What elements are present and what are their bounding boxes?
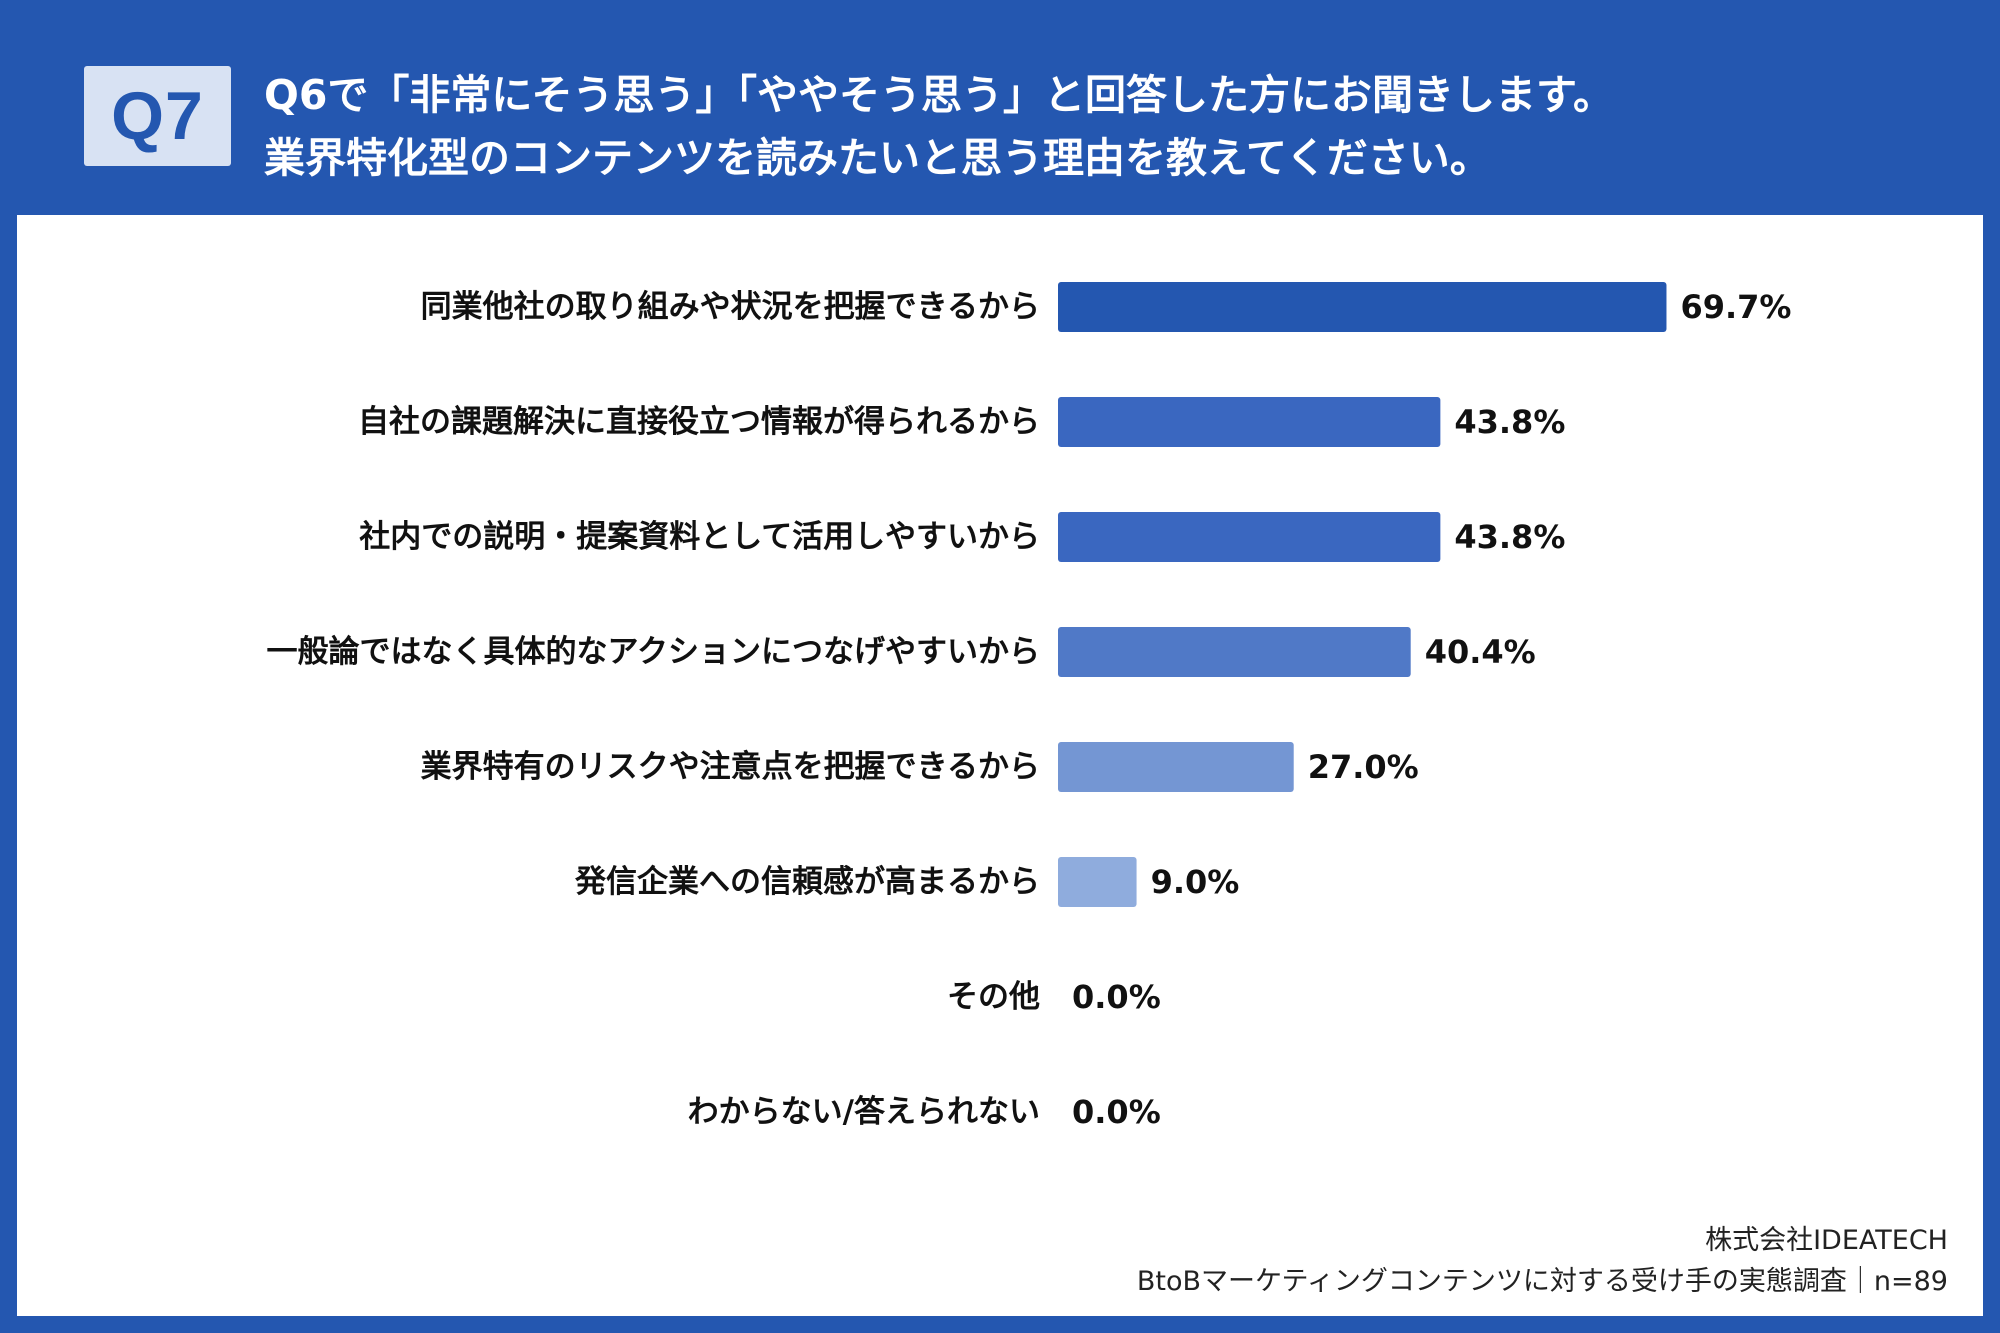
bar bbox=[1058, 512, 1441, 562]
survey-caption: BtoBマーケティングコンテンツに対する受け手の実態調査｜n=89 bbox=[1136, 1266, 1948, 1297]
chart-panel: 同業他社の取り組みや状況を把握できるから 69.7% 自社の課題解決に直接役立つ情報… bbox=[17, 215, 1983, 1316]
bar bbox=[1058, 282, 1667, 332]
question-number: Q7 bbox=[111, 78, 204, 154]
category-label: その他 bbox=[947, 979, 1040, 1015]
question-text: Q6で「非常にそう思う」「ややそう思う」と回答した方にお聞きします。 業界特化型… bbox=[264, 64, 1964, 190]
category-label: わからない/答えられない bbox=[688, 1094, 1040, 1130]
question-badge: Q7 bbox=[84, 66, 231, 166]
category-label: 同業他社の取り組みや状況を把握できるから bbox=[421, 289, 1040, 325]
value-label: 9.0% bbox=[1151, 863, 1240, 901]
value-label: 0.0% bbox=[1072, 978, 1161, 1016]
category-label: 発信企業への信頼感が高まるから bbox=[574, 864, 1040, 900]
category-label: 一般論ではなく具体的なアクションにつなげやすいから bbox=[267, 634, 1040, 670]
company-name: 株式会社IDEATECH bbox=[1705, 1225, 1948, 1256]
value-label: 43.8% bbox=[1454, 518, 1565, 556]
bar bbox=[1058, 397, 1441, 447]
question-line-1: Q6で「非常にそう思う」「ややそう思う」と回答した方にお聞きします。 bbox=[264, 71, 1614, 119]
value-label: 27.0% bbox=[1308, 748, 1419, 786]
value-label: 69.7% bbox=[1680, 288, 1791, 326]
header: Q7 Q6で「非常にそう思う」「ややそう思う」と回答した方にお聞きします。 業界… bbox=[0, 0, 2000, 215]
question-line-2: 業界特化型のコンテンツを読みたいと思う理由を教えてください。 bbox=[264, 134, 1491, 182]
bar-chart: 同業他社の取り組みや状況を把握できるから 69.7% 自社の課題解決に直接役立つ情報… bbox=[267, 282, 1791, 1131]
category-label: 社内での説明・提案資料として活用しやすいから bbox=[359, 519, 1040, 555]
bar bbox=[1058, 742, 1294, 792]
value-label: 40.4% bbox=[1425, 633, 1536, 671]
bar bbox=[1058, 627, 1411, 677]
value-label: 0.0% bbox=[1072, 1093, 1161, 1131]
category-label: 業界特有のリスクや注意点を把握できるから bbox=[421, 749, 1040, 785]
category-label: 自社の課題解決に直接役立つ情報が得られるから bbox=[358, 404, 1040, 440]
bar bbox=[1058, 857, 1137, 907]
footer: 株式会社IDEATECH BtoBマーケティングコンテンツに対する受け手の実態調… bbox=[1137, 1220, 1948, 1302]
value-label: 43.8% bbox=[1454, 403, 1565, 441]
